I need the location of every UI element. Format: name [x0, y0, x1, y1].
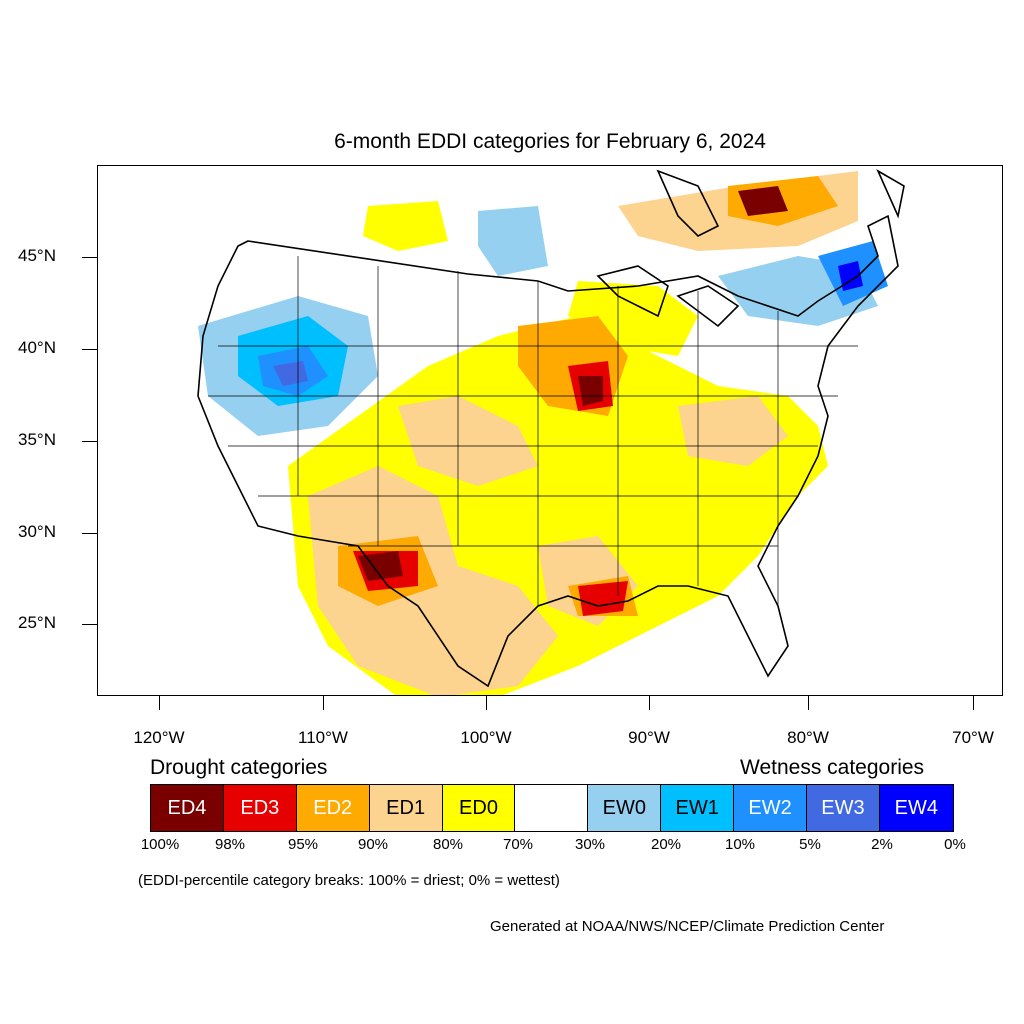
region-ed3-la: [578, 581, 628, 616]
lat-label-40: 40°N: [18, 338, 56, 357]
region-ew4-ne: [838, 261, 863, 291]
lon-tick: [649, 696, 650, 710]
region-ew0-lakes: [478, 206, 548, 276]
region-ew3-west: [273, 361, 308, 386]
lon-tick: [808, 696, 809, 710]
lat-label-35: 35°N: [18, 430, 56, 449]
lon-label-120: 120°W: [133, 728, 185, 747]
state-boundaries: [208, 256, 858, 606]
lat-tick: [82, 624, 97, 625]
wetness-categories-title: Wetness categories: [740, 756, 925, 779]
legend-cell-ed1: ED1: [369, 785, 443, 831]
us-outline: [197, 214, 899, 688]
legend-label: EW3: [821, 796, 865, 819]
region-ed1-ohio: [678, 396, 788, 466]
legend-label: ED3: [240, 796, 280, 819]
lat-tick: [82, 441, 97, 442]
credit-line: Generated at NOAA/NWS/NCEP/Climate Predi…: [490, 918, 885, 935]
lon-tick: [486, 696, 487, 710]
region-ed4-iowa: [578, 376, 603, 406]
legend-cell-ew0: EW0: [588, 785, 662, 831]
lat-label-25: 25°N: [18, 613, 56, 632]
pct-label: 98%: [214, 836, 246, 853]
region-ed4-nm: [358, 551, 403, 581]
lon-label-100: 100°W: [460, 728, 512, 747]
lon-label-110: 110°W: [298, 728, 348, 747]
legend-label: EW1: [675, 796, 719, 819]
legend-cell-ew2: EW2: [734, 785, 808, 831]
lon-label-70: 70°W: [952, 728, 994, 747]
lon-label-90: 90°W: [628, 728, 670, 747]
lon-tick: [323, 696, 324, 710]
lat-tick: [82, 533, 97, 534]
legend-cell-ed3: ED3: [223, 785, 297, 831]
pct-label: 10%: [724, 836, 756, 853]
map-title: 6-month EDDI categories for February 6, …: [334, 130, 766, 153]
canada-coast: [656, 169, 905, 237]
legend-cell-ed4: ED4: [151, 785, 224, 831]
drought-categories-title: Drought categories: [150, 756, 328, 779]
legend-label: EW4: [894, 796, 939, 819]
pct-label: 0%: [944, 836, 966, 853]
region-ed0-north: [363, 201, 448, 251]
lon-tick: [159, 696, 160, 710]
legend-label: ED2: [313, 796, 353, 819]
eddi-map: [197, 169, 905, 695]
legend-label: EW0: [602, 796, 646, 819]
region-ed4-ontario: [738, 186, 788, 216]
legend-cell-ew3: EW3: [807, 785, 880, 831]
pct-label: 5%: [799, 836, 821, 853]
region-ed0-midwest: [568, 281, 698, 356]
pct-label: 70%: [502, 836, 534, 853]
legend-label: ED4: [167, 796, 207, 819]
lat-label-45: 45°N: [18, 246, 56, 265]
legend-cell-ew1: EW1: [661, 785, 735, 831]
pct-label: 30%: [574, 836, 606, 853]
lon-label-80: 80°W: [787, 728, 829, 747]
pct-label: 2%: [871, 836, 893, 853]
legend-cell-ed0: ED0: [442, 785, 516, 831]
lon-tick: [973, 696, 974, 710]
region-ed1-plains: [398, 396, 538, 486]
lat-tick: [82, 349, 97, 350]
pct-label: 20%: [650, 836, 682, 853]
pct-label: 80%: [432, 836, 464, 853]
legend-label: EW2: [748, 796, 792, 819]
legend-cell-ew4: EW4: [879, 785, 953, 831]
pct-label: 100%: [140, 836, 180, 853]
legend-cell-ed2: ED2: [296, 785, 370, 831]
category-note: (EDDI-percentile category breaks: 100% =…: [138, 872, 560, 889]
lat-label-30: 30°N: [18, 522, 56, 541]
legend-cell-normal: [515, 785, 589, 831]
map-panel: [97, 165, 1003, 696]
legend-label: ED0: [459, 796, 498, 819]
lat-tick: [82, 257, 97, 258]
category-legend: ED4 ED3 ED2 ED1 ED0 EW0 EW1 EW2 EW3 EW4: [150, 784, 954, 832]
coastlines: [197, 169, 905, 688]
legend-label: ED1: [386, 796, 426, 819]
pct-label: 95%: [287, 836, 319, 853]
pct-label: 90%: [357, 836, 389, 853]
